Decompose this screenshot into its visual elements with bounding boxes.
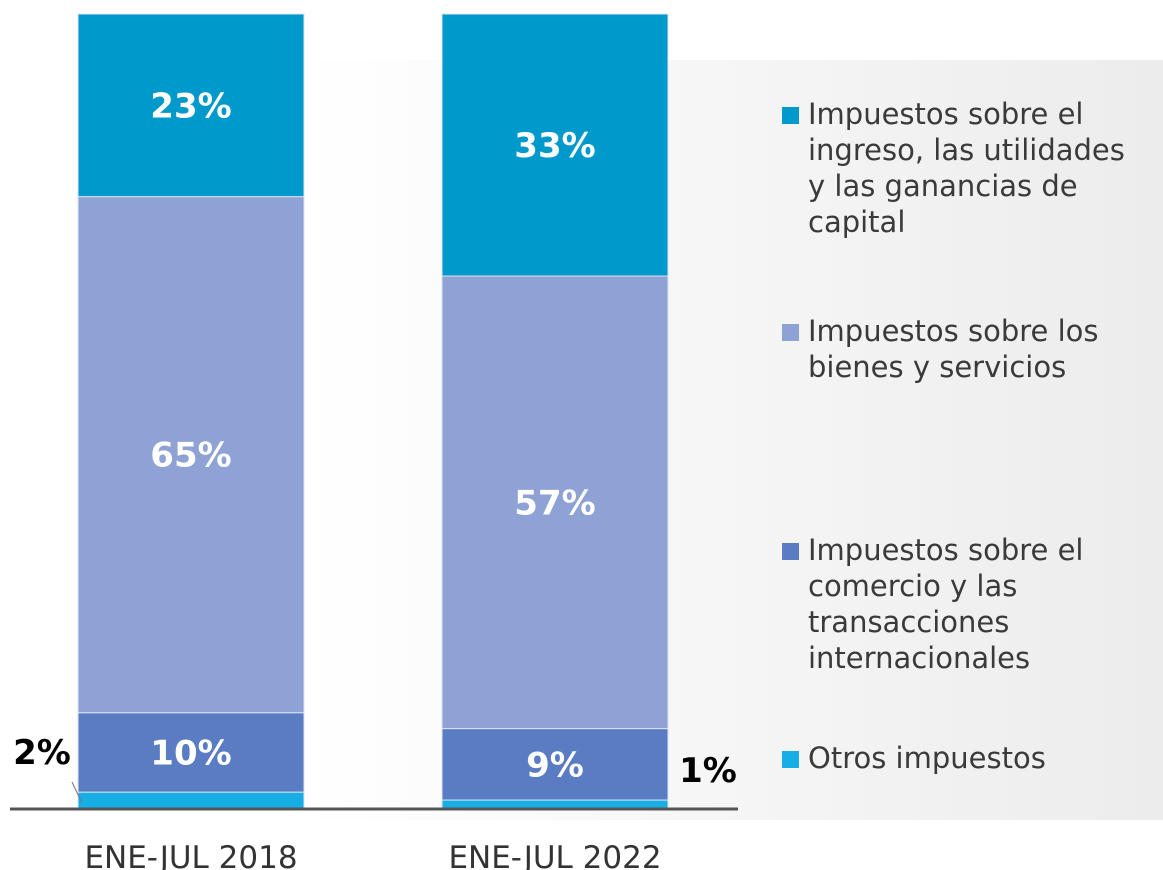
data-label: 33% <box>514 126 595 166</box>
data-label: 9% <box>526 745 584 785</box>
data-label: 57% <box>514 483 595 523</box>
page: 2% 10% 65% 23% ENE-JUL 2018 1% 9% 57% 33% ENE-JUL… <box>0 0 1163 870</box>
bar-segment <box>78 792 304 808</box>
legend-swatch <box>782 324 799 341</box>
legend-swatch <box>782 543 799 560</box>
data-label: 1% <box>679 751 737 791</box>
legend-swatch <box>782 107 799 124</box>
legend-label: Impuestos sobre el ingreso, las utilidad… <box>808 96 1138 240</box>
x-tick-label: ENE-JUL 2022 <box>448 840 661 870</box>
data-label: 10% <box>150 733 231 773</box>
legend-swatch <box>782 751 799 768</box>
data-label: 65% <box>150 436 231 476</box>
legend-label: Impuestos sobre los bienes y servicios <box>808 313 1138 385</box>
data-label: 2% <box>13 733 71 773</box>
legend-label: Otros impuestos <box>808 740 1138 776</box>
x-tick-label: ENE-JUL 2018 <box>84 840 297 870</box>
bar-segment <box>442 800 668 808</box>
data-label: 23% <box>150 86 231 126</box>
legend-label: Impuestos sobre el comercio y las transa… <box>808 532 1138 676</box>
